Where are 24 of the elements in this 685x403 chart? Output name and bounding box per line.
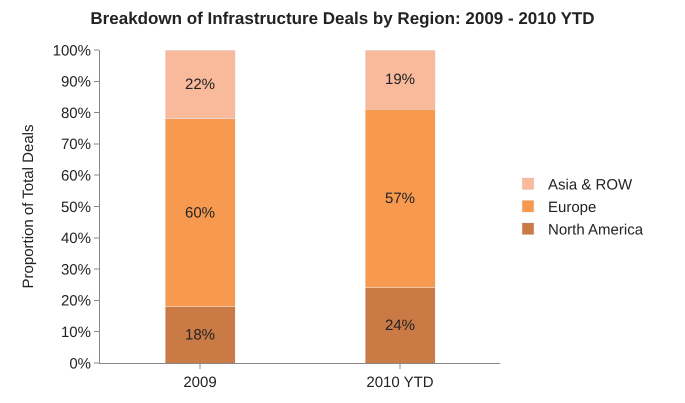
legend-label: North America (548, 222, 644, 239)
y-tick-label: 50% (60, 198, 91, 216)
chart-title: Breakdown of Infrastructure Deals by Region: 2009 - 2010 YTD (90, 8, 595, 28)
y-tick-label: 10% (60, 324, 91, 341)
y-tick-label: 0% (69, 355, 91, 372)
legend-label: Asia & ROW (548, 176, 634, 194)
x-tick-label: 2009 (183, 374, 217, 391)
data-label: 60% (184, 204, 216, 222)
data-label: 24% (384, 316, 416, 334)
data-label: 19% (384, 71, 416, 88)
y-tick-label: 80% (60, 104, 91, 122)
y-tick-label: 60% (60, 167, 91, 184)
data-label: 57% (384, 190, 416, 208)
y-tick-label: 90% (60, 74, 91, 91)
x-tick-label: 2010 YTD (366, 374, 434, 391)
y-tick-label: 40% (60, 230, 91, 248)
legend-label: Europe (548, 199, 596, 216)
data-label: 22% (184, 76, 216, 93)
y-tick-label: 30% (60, 261, 91, 278)
y-tick-label: 100% (52, 42, 91, 60)
y-tick-label: 20% (60, 292, 91, 310)
data-label: 18% (184, 326, 216, 344)
y-tick-label: 70% (60, 136, 91, 154)
y-axis-title: Proportion of Total Deals (20, 124, 37, 288)
